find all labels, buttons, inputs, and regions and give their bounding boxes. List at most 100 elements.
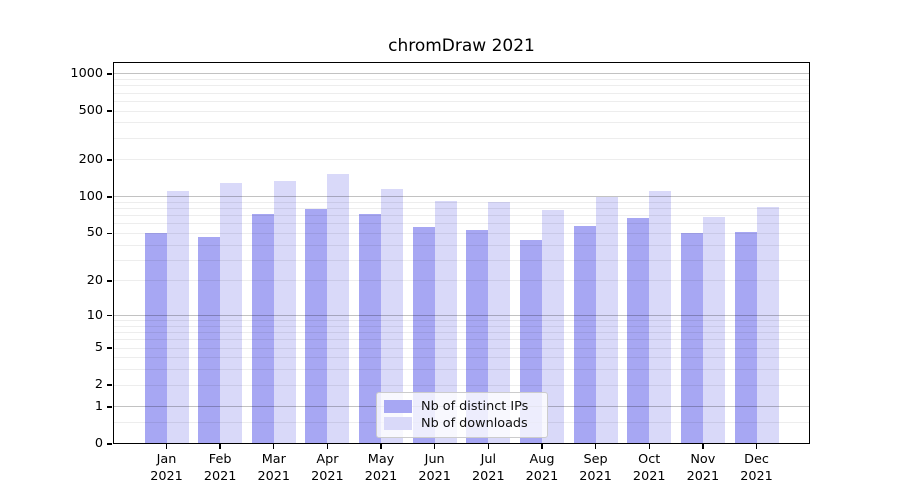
gridline-minor	[113, 339, 810, 341]
gridline-minor	[113, 85, 810, 87]
legend-swatch-distinct-ips-icon	[384, 400, 412, 413]
y-tick	[107, 443, 112, 445]
y-tick-label: 1	[94, 398, 103, 414]
y-tick-label: 0	[94, 436, 103, 451]
y-tick-label: 5	[94, 340, 103, 356]
bar-distinct-ips-jan	[144, 233, 167, 444]
x-tick	[594, 444, 597, 449]
bar-distinct-ips-feb	[198, 236, 221, 444]
gridline-minor	[113, 347, 810, 349]
x-tick-label: Oct 2021	[632, 452, 666, 484]
y-tick	[107, 280, 112, 282]
x-tick-label: Apr 2021	[311, 452, 344, 484]
x-tick	[487, 444, 489, 449]
gridline-major	[113, 315, 810, 317]
gridline-minor	[113, 384, 810, 386]
x-tick	[273, 444, 275, 449]
x-tick-label: Jun 2021	[418, 452, 451, 484]
bar-downloads-sep	[595, 196, 618, 444]
gridline-minor	[113, 122, 810, 124]
gridline-minor	[113, 79, 810, 81]
gridline-major	[113, 73, 810, 75]
gridline-minor	[113, 100, 810, 102]
gridline-minor	[113, 332, 810, 334]
gridline-minor	[113, 92, 810, 94]
gridline-minor	[113, 201, 810, 203]
gridline-minor	[113, 208, 810, 210]
gridline-minor	[113, 223, 810, 225]
gridline-minor	[113, 325, 810, 327]
gridline-minor	[113, 369, 810, 371]
legend-swatch-downloads-icon	[384, 417, 412, 430]
gridline-minor	[113, 320, 810, 322]
gridline-minor	[113, 137, 810, 139]
legend-label-downloads: Nb of downloads	[421, 416, 528, 431]
x-tick-label: Dec 2021	[740, 452, 773, 484]
bar-downloads-dec	[756, 207, 779, 444]
axis-layer: 0 1 2 5 10 20 50 100 200 500 1000 Jan 2021 Feb 2021 Mar…	[70, 62, 810, 483]
x-tick-label: Aug 2021	[525, 452, 559, 484]
legend: Nb of distinct IPs Nb of downloads	[376, 392, 548, 438]
y-tick-label: 100	[78, 188, 103, 204]
gridline-minor	[113, 215, 810, 217]
x-tick	[326, 444, 329, 449]
gridline-major	[113, 196, 810, 198]
y-tick	[107, 347, 112, 349]
x-tick	[433, 444, 436, 449]
y-tick	[107, 110, 112, 112]
y-tick-label: 500	[78, 103, 103, 119]
gridline-minor	[113, 159, 810, 161]
x-tick-label: May 2021	[364, 452, 398, 484]
bar-distinct-ips-mar	[251, 214, 274, 444]
y-tick	[107, 73, 112, 75]
gridline-minor	[113, 259, 810, 261]
x-tick	[219, 444, 221, 449]
x-tick	[648, 444, 650, 449]
bar-downloads-jan	[166, 190, 189, 444]
legend-item-downloads: Nb of downloads	[384, 416, 539, 431]
grid-layer	[113, 62, 810, 444]
y-tick-label: 10	[86, 307, 103, 323]
gridline-minor	[113, 244, 810, 246]
bar-distinct-ips-dec	[734, 232, 757, 444]
y-tick-label: 20	[86, 272, 103, 288]
y-tick-label: 1000	[70, 65, 103, 81]
bar-distinct-ips-sep	[573, 225, 596, 444]
y-tick	[107, 406, 112, 408]
x-tick-label: Jul 2021	[472, 452, 505, 484]
x-tick-label: Mar 2021	[257, 452, 291, 484]
y-tick	[107, 196, 112, 198]
y-tick-label: 50	[86, 225, 103, 241]
x-tick	[702, 444, 704, 449]
x-tick	[380, 444, 382, 449]
y-tick	[107, 314, 112, 317]
plot-frame	[113, 62, 810, 444]
bar-downloads-feb	[220, 182, 243, 444]
x-tick-label: Jan 2021	[150, 452, 183, 484]
x-tick	[755, 444, 758, 449]
bar-distinct-ips-nov	[680, 233, 703, 444]
y-tick-label: 200	[78, 151, 103, 167]
legend-label-distinct-ips: Nb of distinct IPs	[421, 399, 529, 414]
gridline-minor	[113, 357, 810, 359]
legend-item-distinct-ips: Nb of distinct IPs	[384, 399, 539, 414]
bars-layer	[113, 62, 810, 444]
x-tick	[541, 444, 543, 449]
bar-downloads-apr	[327, 173, 350, 444]
y-tick	[107, 384, 112, 386]
x-tick-label: Nov 2021	[686, 452, 720, 484]
bar-distinct-ips-apr	[305, 209, 328, 444]
bar-downloads-nov	[702, 217, 725, 444]
y-tick	[107, 159, 112, 161]
plot-area: 0 1 2 5 10 20 50 100 200 500 1000 Jan 2021 Feb 2021 Mar…	[70, 62, 810, 484]
gridline-minor	[113, 280, 810, 282]
bar-downloads-mar	[273, 180, 296, 444]
x-tick-label: Feb 2021	[203, 452, 237, 484]
chart-title: chromDraw 2021	[388, 36, 535, 56]
gridline-minor	[113, 110, 810, 112]
x-tick-label: Sep 2021	[579, 452, 612, 484]
bar-distinct-ips-oct	[627, 218, 650, 444]
x-tick	[165, 444, 168, 449]
bar-downloads-oct	[649, 191, 672, 444]
